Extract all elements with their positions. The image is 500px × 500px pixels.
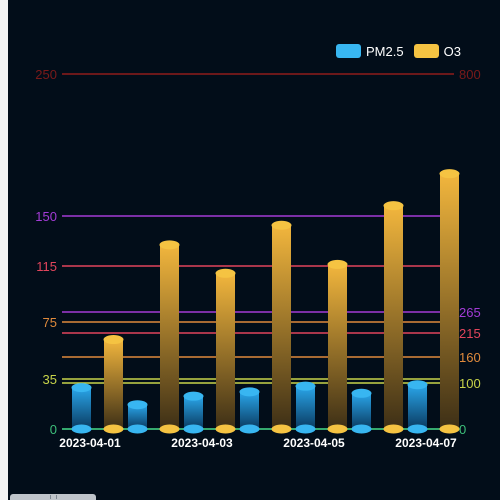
legend-swatch-pm25: [336, 44, 361, 58]
bar-base-cap: [327, 424, 348, 434]
bar-base-cap: [71, 424, 92, 434]
bar-top-cap: [295, 381, 316, 391]
bar-pm25-2023-04-01: [71, 383, 92, 434]
legend-item-pm25[interactable]: PM2.5: [336, 44, 404, 59]
bar-body: [272, 225, 291, 429]
right-axis-ticks: 0 100 160 215 265 800: [459, 67, 481, 437]
right-tick-label: 100: [459, 376, 481, 391]
x-axis-ticks: 2023-04-01 2023-04-03 2023-04-05 2023-04-07: [59, 436, 457, 450]
x-tick-label: 2023-04-05: [283, 436, 345, 450]
bar-base-cap: [271, 424, 292, 434]
bar-top-cap: [407, 380, 428, 390]
bar-top-cap: [215, 268, 236, 278]
right-tick-label: 800: [459, 67, 481, 82]
right-tick-label: 160: [459, 350, 481, 365]
bar-base-cap: [439, 424, 460, 434]
legend-item-o3[interactable]: O3: [413, 43, 461, 59]
bar-o3-2023-04-05: [327, 259, 348, 434]
left-tick-label: 75: [43, 315, 57, 330]
legend-label-pm25: PM2.5: [366, 43, 404, 59]
bar-body: [352, 393, 371, 429]
bar-pm25-2023-04-07: [407, 380, 428, 434]
bar-body: [160, 244, 179, 429]
left-border: [0, 0, 8, 500]
bar-o3-2023-04-01: [103, 335, 124, 434]
bar-body: [240, 391, 259, 429]
legend-swatch-o3: [413, 44, 439, 58]
bar-pm25-2023-04-03: [183, 391, 204, 434]
bar-base-cap: [407, 424, 428, 434]
bar-base-cap: [295, 424, 316, 434]
bar-body: [384, 205, 403, 429]
bar-top-cap: [327, 259, 348, 269]
bar-o3-2023-04-04: [271, 220, 292, 434]
bar-pm25-2023-04-06: [351, 388, 372, 434]
left-tick-label: 115: [36, 259, 57, 274]
bar-o3-2023-04-02: [159, 240, 180, 434]
x-tick-label: 2023-04-07: [395, 436, 457, 450]
bar-base-cap: [215, 424, 236, 434]
horizontal-scrollbar-thumb[interactable]: [10, 494, 96, 500]
bar-body: [72, 387, 91, 429]
bar-o3-2023-04-07: [439, 169, 460, 434]
bar-top-cap: [351, 388, 372, 398]
bar-body: [328, 264, 347, 429]
bar-body: [184, 396, 203, 429]
bar-body: [104, 339, 123, 429]
bar-body: [216, 273, 235, 429]
bar-base-cap: [351, 424, 372, 434]
bar-top-cap: [103, 335, 124, 345]
bar-base-cap: [159, 424, 180, 434]
right-tick-label: 265: [459, 305, 481, 320]
bar-body: [296, 386, 315, 429]
bar-top-cap: [271, 220, 292, 230]
x-tick-label: 2023-04-03: [171, 436, 233, 450]
bar-o3-2023-04-03: [215, 268, 236, 434]
bar-top-cap: [159, 240, 180, 250]
bar-pm25-2023-04-05: [295, 381, 316, 434]
right-tick-label: 0: [459, 422, 466, 437]
bar-top-cap: [439, 169, 460, 179]
bar-body: [128, 404, 147, 429]
bar-base-cap: [127, 424, 148, 434]
bar-pm25-2023-04-02: [127, 400, 148, 434]
bar-body: [440, 173, 459, 429]
bar-series: [71, 169, 460, 434]
bar-body: [408, 384, 427, 429]
left-tick-label: 35: [43, 372, 57, 387]
chart-legend: PM2.5 O3: [336, 40, 465, 62]
right-tick-label: 215: [459, 326, 481, 341]
bar-top-cap: [239, 387, 260, 397]
left-tick-label: 250: [35, 67, 57, 82]
left-axis-ticks: 0 35 75 115 150 250: [35, 67, 57, 437]
bar-base-cap: [383, 424, 404, 434]
x-tick-label: 2023-04-01: [59, 436, 121, 450]
bar-top-cap: [183, 391, 204, 401]
bar-top-cap: [71, 383, 92, 393]
bar-pm25-2023-04-04: [239, 387, 260, 434]
legend-label-o3: O3: [443, 43, 461, 59]
bar-o3-2023-04-06: [383, 201, 404, 434]
bar-top-cap: [127, 400, 148, 410]
scrollbar-grip-icon: [50, 495, 57, 499]
bar-base-cap: [183, 424, 204, 434]
left-tick-label: 150: [35, 209, 57, 224]
bar-top-cap: [383, 201, 404, 211]
bar-base-cap: [239, 424, 260, 434]
left-tick-label: 0: [50, 422, 57, 437]
bar-base-cap: [103, 424, 124, 434]
